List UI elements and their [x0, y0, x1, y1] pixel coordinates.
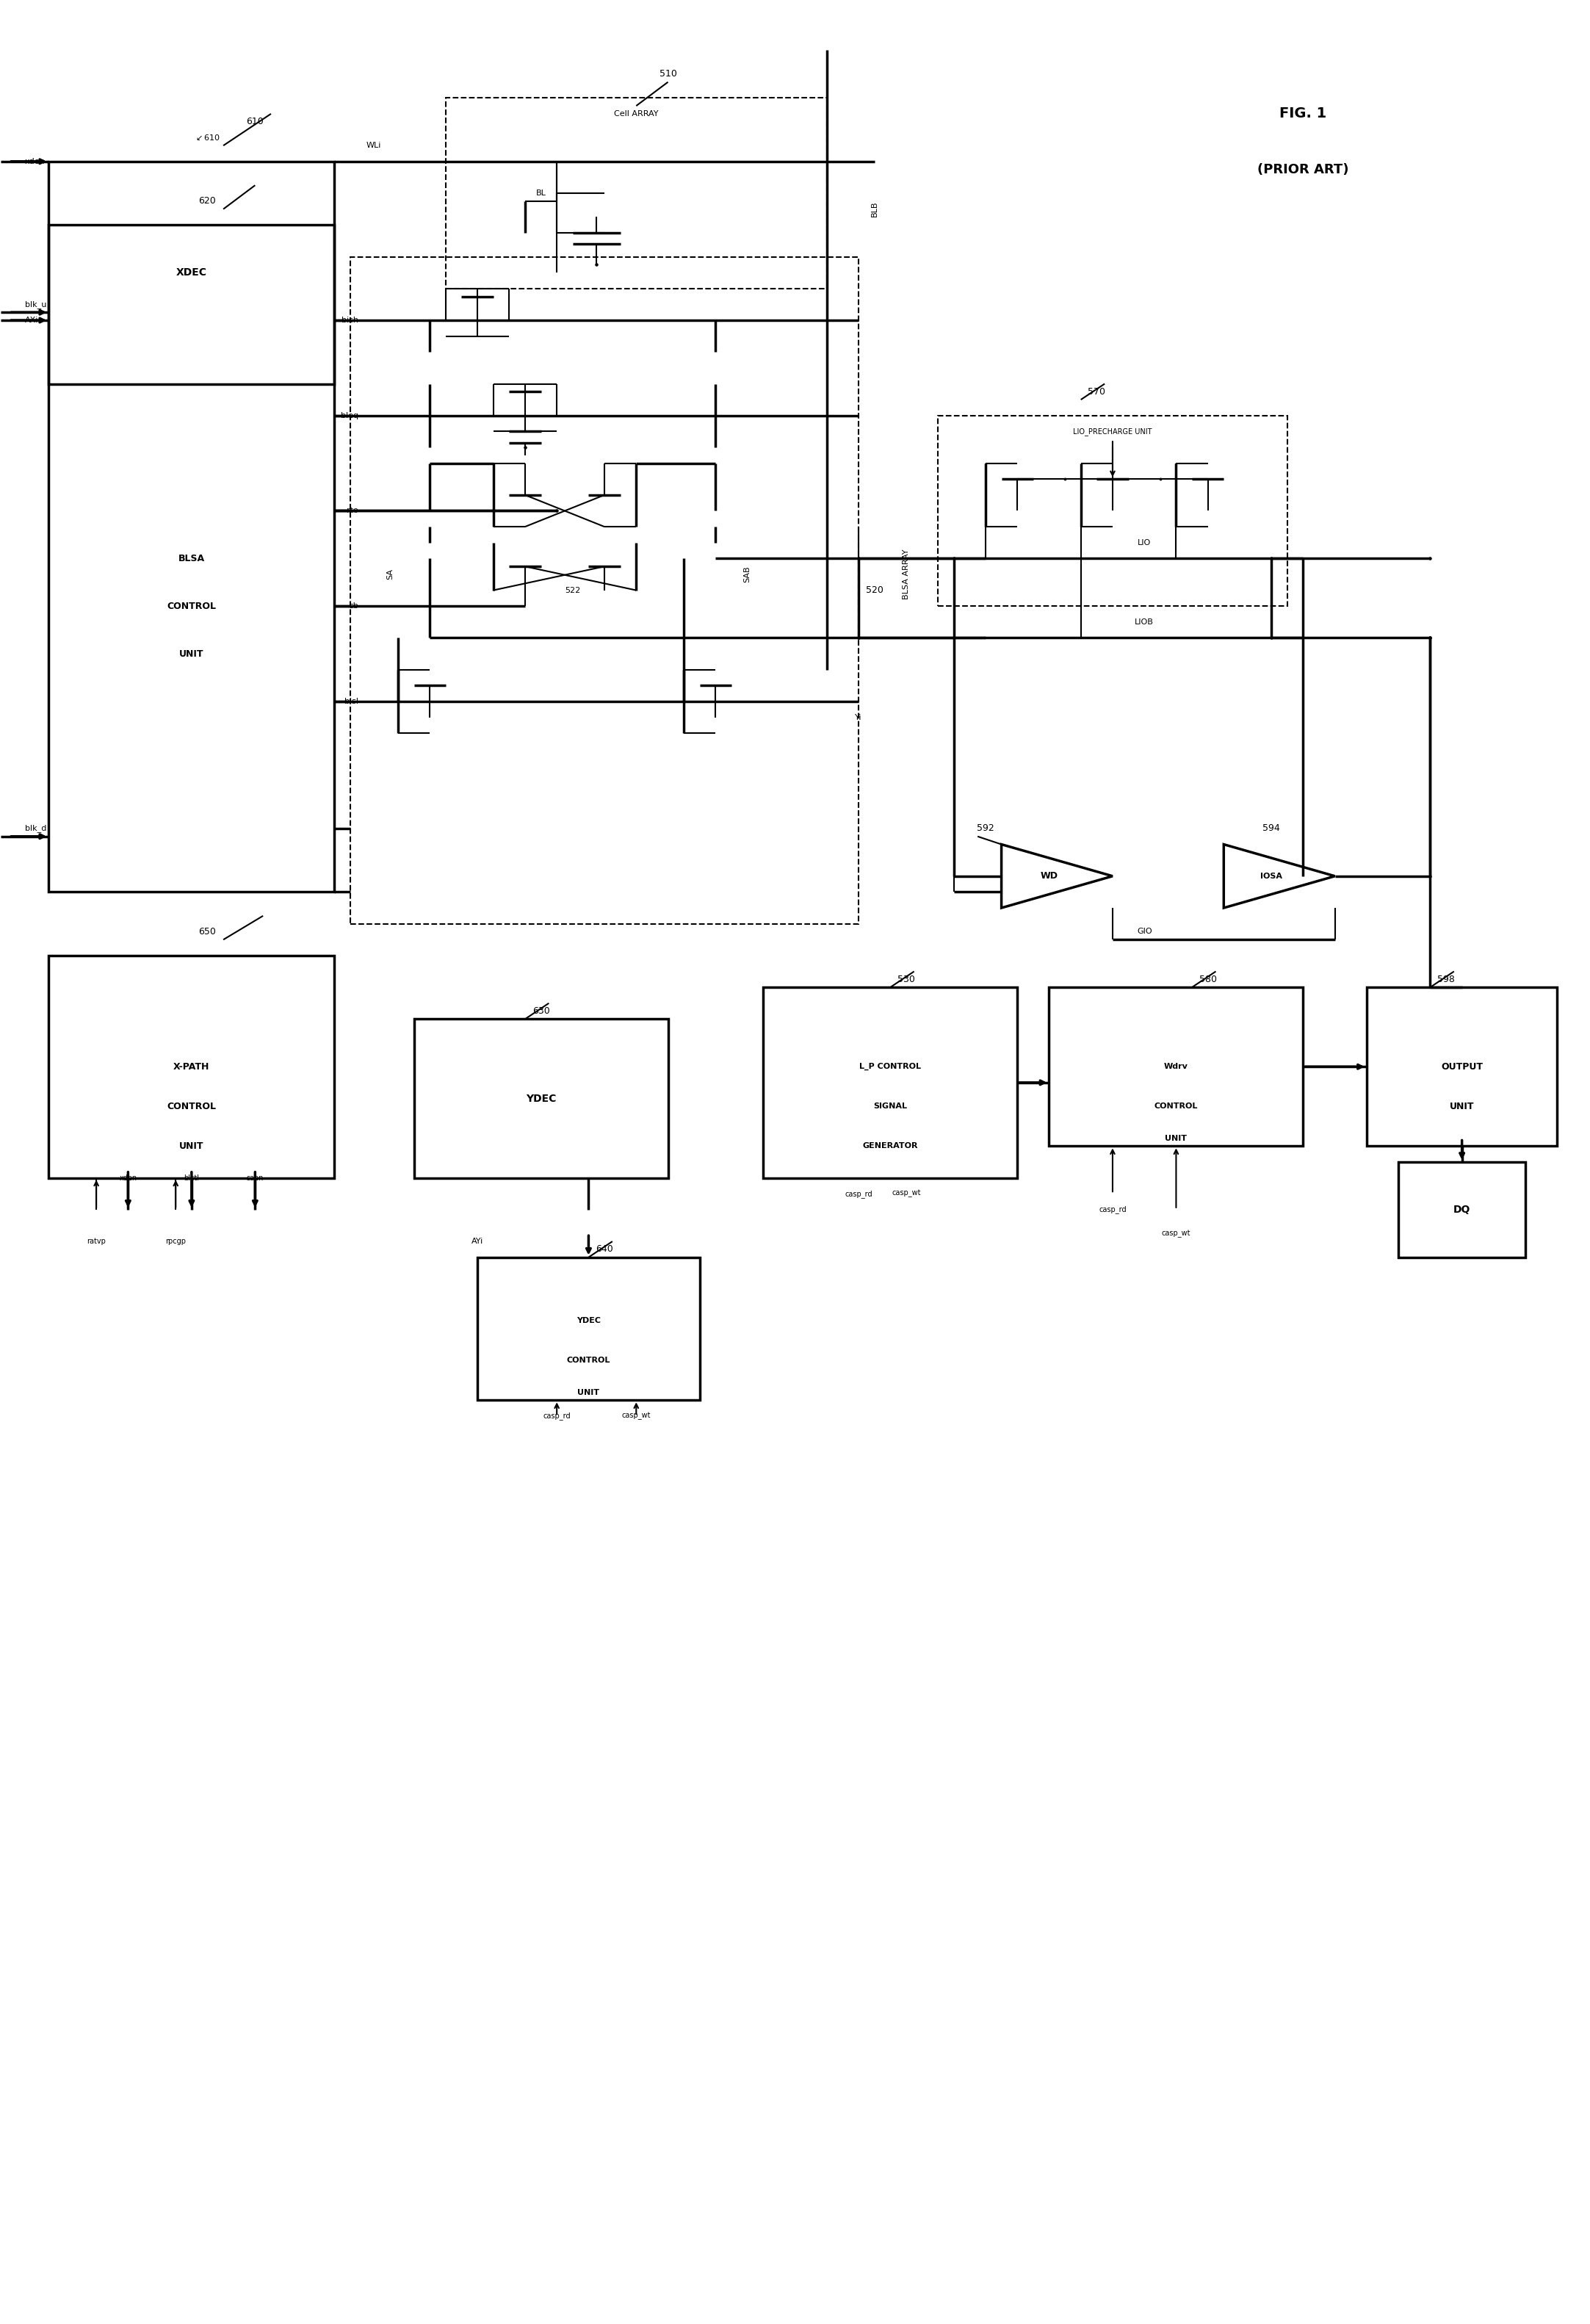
Text: DQ: DQ — [1453, 1204, 1471, 1215]
Text: blk_d: blk_d — [25, 825, 46, 832]
Text: 650: 650 — [199, 927, 216, 937]
Text: 592: 592 — [976, 823, 994, 834]
Text: casp_wt: casp_wt — [1162, 1229, 1191, 1236]
Text: GIO: GIO — [1137, 927, 1151, 934]
Text: AXi: AXi — [25, 316, 38, 323]
Text: CONTROL: CONTROL — [167, 602, 216, 611]
Text: FIG. 1: FIG. 1 — [1280, 107, 1326, 121]
Text: WLi: WLi — [366, 142, 382, 149]
Text: 594: 594 — [1262, 823, 1280, 834]
Text: BL: BL — [536, 191, 545, 198]
Bar — [49, 955, 334, 1178]
Bar — [1049, 988, 1304, 1146]
Text: UNIT: UNIT — [577, 1390, 599, 1397]
Text: casp_rd: casp_rd — [844, 1190, 873, 1197]
Bar — [477, 1257, 700, 1401]
Text: SAB: SAB — [744, 567, 750, 583]
Text: CONTROL: CONTROL — [1154, 1104, 1197, 1111]
Text: IOSA: IOSA — [1261, 872, 1283, 881]
Text: XDEC: XDEC — [176, 267, 207, 279]
Text: $\swarrow$610: $\swarrow$610 — [194, 132, 221, 142]
Text: 522: 522 — [564, 586, 580, 595]
Text: GENERATOR: GENERATOR — [862, 1143, 917, 1150]
Text: casp_wt: casp_wt — [622, 1413, 650, 1420]
Text: Yi: Yi — [855, 713, 862, 720]
Text: 530: 530 — [897, 974, 914, 983]
Text: Wdrv: Wdrv — [1164, 1062, 1188, 1071]
Text: sb: sb — [348, 602, 358, 609]
Text: UNIT: UNIT — [180, 648, 204, 658]
Text: casp_rd: casp_rd — [544, 1413, 571, 1420]
Text: OUTPUT: OUTPUT — [1441, 1062, 1483, 1071]
Bar — [49, 225, 334, 892]
Text: blk_u: blk_u — [25, 300, 46, 309]
Text: xden: xden — [119, 1174, 137, 1181]
Bar — [49, 160, 334, 383]
Text: UNIT: UNIT — [1165, 1134, 1188, 1141]
Text: CONTROL: CONTROL — [566, 1357, 611, 1364]
Text: 580: 580 — [1199, 974, 1216, 983]
Text: 520: 520 — [865, 586, 882, 595]
Text: 640: 640 — [596, 1246, 614, 1255]
Bar — [938, 416, 1288, 607]
Bar — [1367, 988, 1557, 1146]
Text: LIO: LIO — [1138, 539, 1151, 546]
Text: UNIT: UNIT — [180, 1141, 204, 1150]
Text: Cell ARRAY: Cell ARRAY — [614, 109, 658, 119]
Text: saen: saen — [246, 1174, 264, 1181]
Text: BLSA: BLSA — [178, 553, 205, 562]
Text: bish: bish — [342, 316, 358, 323]
Bar — [1399, 1162, 1525, 1257]
Text: xden: xden — [25, 158, 45, 165]
Text: bleq: bleq — [340, 411, 358, 418]
Text: casp_rd: casp_rd — [1099, 1206, 1126, 1213]
Text: X-PATH: X-PATH — [173, 1062, 210, 1071]
Text: AYi: AYi — [472, 1239, 483, 1246]
Text: CONTROL: CONTROL — [167, 1102, 216, 1111]
Text: UNIT: UNIT — [1450, 1102, 1474, 1111]
Bar — [350, 256, 859, 923]
Text: blctl: blctl — [184, 1174, 199, 1181]
Bar — [445, 98, 827, 288]
Text: ratvp: ratvp — [87, 1239, 107, 1246]
Text: bisl: bisl — [345, 697, 358, 704]
Bar — [413, 1018, 668, 1178]
Text: casp_wt: casp_wt — [892, 1190, 921, 1197]
Text: BLB: BLB — [871, 202, 878, 216]
Text: SIGNAL: SIGNAL — [873, 1104, 908, 1111]
Text: LIOB: LIOB — [1135, 618, 1154, 625]
Text: (PRIOR ART): (PRIOR ART) — [1258, 163, 1348, 177]
Text: 620: 620 — [199, 195, 216, 207]
Text: 570: 570 — [1088, 388, 1105, 397]
Text: 598: 598 — [1437, 974, 1455, 983]
Text: BLSA ARRAY: BLSA ARRAY — [903, 548, 909, 600]
Text: LIO_PRECHARGE UNIT: LIO_PRECHARGE UNIT — [1073, 428, 1153, 435]
Text: rto: rto — [347, 507, 358, 514]
Bar — [763, 988, 1018, 1178]
Text: rpcgp: rpcgp — [165, 1239, 186, 1246]
Text: L_P CONTROL: L_P CONTROL — [860, 1062, 921, 1071]
Text: 610: 610 — [246, 116, 264, 125]
Text: 630: 630 — [533, 1006, 550, 1016]
Text: YDEC: YDEC — [526, 1092, 556, 1104]
Text: YDEC: YDEC — [577, 1318, 601, 1325]
Text: WD: WD — [1040, 872, 1057, 881]
Text: SA: SA — [386, 569, 394, 581]
Text: 510: 510 — [660, 70, 677, 79]
